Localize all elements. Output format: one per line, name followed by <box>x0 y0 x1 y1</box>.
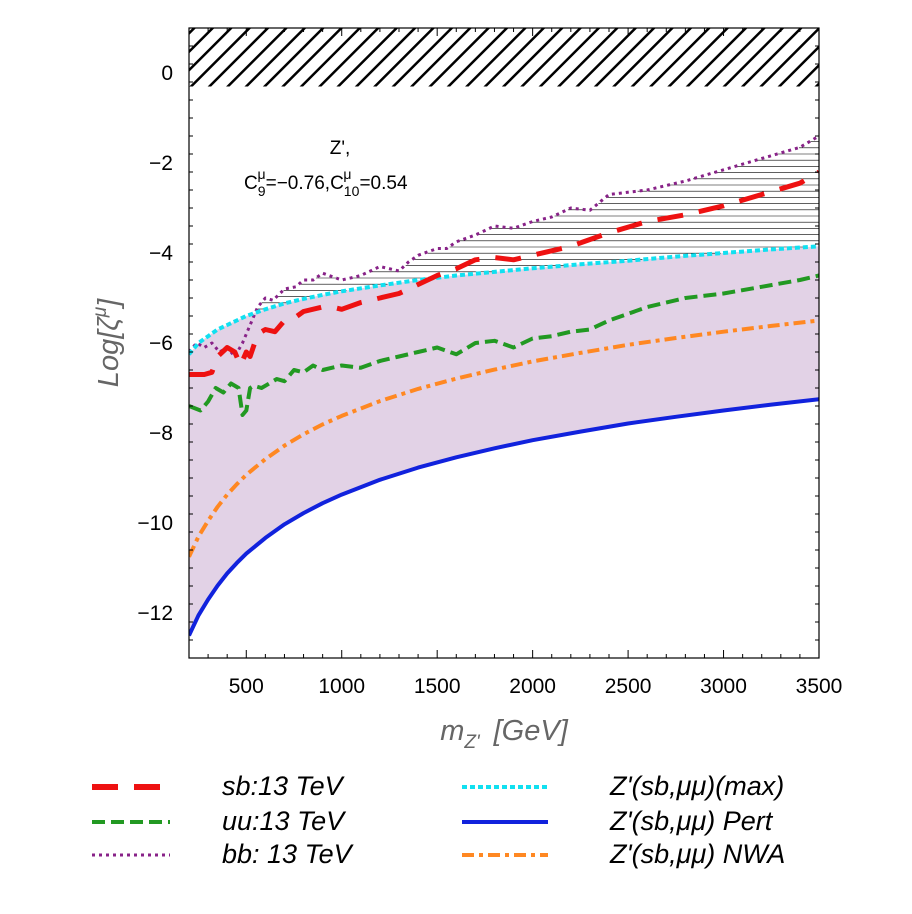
y-axis-title: Log[ζμ] <box>90 298 125 387</box>
annotation-couplings: C9μ=−0.76,C10μ =0.54 <box>244 166 408 199</box>
x-tick-label: 2500 <box>605 675 652 698</box>
series-line-bb-13-tev <box>189 134 819 358</box>
x-tick-label: 2000 <box>509 675 556 698</box>
series-layer <box>189 134 819 637</box>
legend-label: Z'(sb,μμ) Pert <box>609 806 774 836</box>
legend-label: Z'(sb,μμ) NWA <box>609 839 785 869</box>
x-tick-label: 3000 <box>700 675 747 698</box>
series-line-sb-13-tev <box>189 169 819 377</box>
y-tick-label: −8 <box>149 422 173 445</box>
x-tick-label: 1500 <box>414 675 461 698</box>
legend-label: bb: 13 TeV <box>222 839 355 869</box>
plot-area <box>189 28 819 637</box>
legend-label: uu:13 TeV <box>222 806 347 836</box>
x-tick-label: 1000 <box>318 675 365 698</box>
y-tick-label: −10 <box>137 512 173 535</box>
legend-label: Z'(sb,μμ)(max) <box>609 771 784 801</box>
annotation-zprime: Z', <box>330 138 351 159</box>
y-tick-label: −6 <box>149 332 173 355</box>
y-tick-label: −2 <box>149 152 173 175</box>
plot-frame <box>188 27 820 659</box>
axis-ticks: 500 1000 1500 2000 2500 3000 3500 −12 −10 −8 −6 −4 −… <box>137 27 843 698</box>
excluded-region-band <box>189 28 819 87</box>
x-tick-label: 500 <box>229 675 264 698</box>
series-line-uu-13-tev <box>189 273 819 417</box>
series-line-z-sb-max <box>189 244 819 356</box>
legend-label: sb:13 TeV <box>222 771 346 801</box>
y-tick-label: −12 <box>137 602 173 625</box>
y-tick-label: −4 <box>149 242 173 265</box>
series-line-z-sb-nwa <box>189 318 819 558</box>
allowed-region-shading <box>189 246 819 636</box>
x-axis-title: mZ' [GeV] <box>440 715 568 753</box>
x-tick-label: 3500 <box>796 675 843 698</box>
y-tick-label: 0 <box>161 62 173 85</box>
series-line-z-sb-pert <box>189 397 819 637</box>
